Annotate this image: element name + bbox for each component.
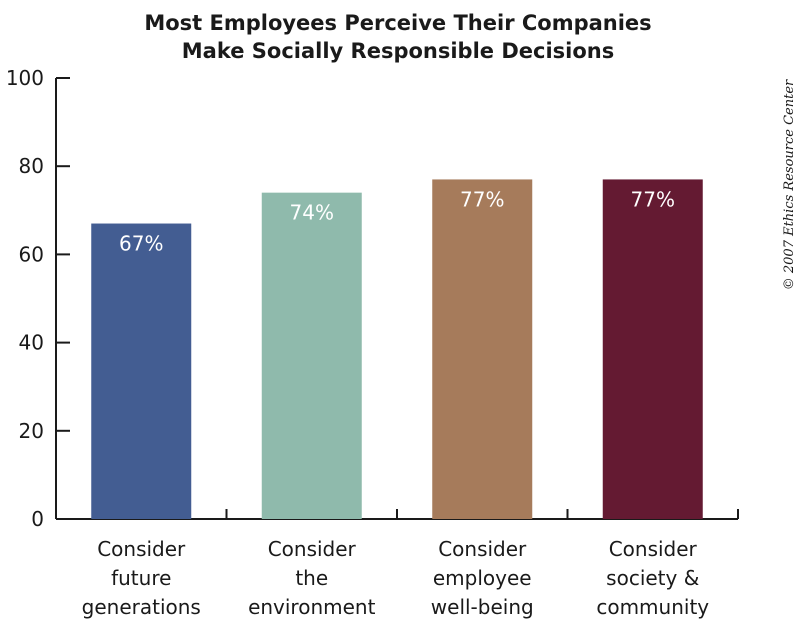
bar xyxy=(432,179,533,519)
x-category-label: generations xyxy=(82,595,201,619)
bar-data-label: 77% xyxy=(631,187,675,211)
x-category-label: future xyxy=(111,566,171,590)
x-category-label: environment xyxy=(248,595,376,619)
copyright-credit: © 2007 Ethics Resource Center xyxy=(782,79,797,290)
chart-title-line-2: Make Socially Responsible Decisions xyxy=(182,39,615,63)
bar xyxy=(602,179,703,519)
x-category-label: Consider xyxy=(268,537,357,561)
x-category-label: Consider xyxy=(97,537,186,561)
x-category-label: Consider xyxy=(609,537,698,561)
x-category-label: society & xyxy=(606,566,699,590)
y-tick-label: 80 xyxy=(19,154,44,178)
x-category-label: community xyxy=(596,595,709,619)
x-category-label: employee xyxy=(433,566,532,590)
x-labels: Consider future generations Consider the envi… xyxy=(82,537,710,619)
x-category-label: the xyxy=(295,566,328,590)
x-category-label: Consider xyxy=(438,537,527,561)
bars xyxy=(91,179,703,519)
y-tick-label: 20 xyxy=(19,419,44,443)
bar-data-label: 67% xyxy=(119,232,163,256)
y-tick-label: 100 xyxy=(6,66,44,90)
y-axis: 0 20 40 60 80 100 xyxy=(6,66,70,531)
bar-labels: 67% 74% 77% 77% xyxy=(119,187,675,255)
bar-data-label: 77% xyxy=(460,187,504,211)
x-category-label: well-being xyxy=(431,595,534,619)
bar xyxy=(261,192,362,519)
chart-title-line-1: Most Employees Perceive Their Companies xyxy=(144,11,651,35)
bar-data-label: 74% xyxy=(290,201,334,225)
bar xyxy=(91,223,192,519)
y-tick-label: 40 xyxy=(19,331,44,355)
y-tick-label: 0 xyxy=(31,507,44,531)
y-tick-label: 60 xyxy=(19,242,44,266)
